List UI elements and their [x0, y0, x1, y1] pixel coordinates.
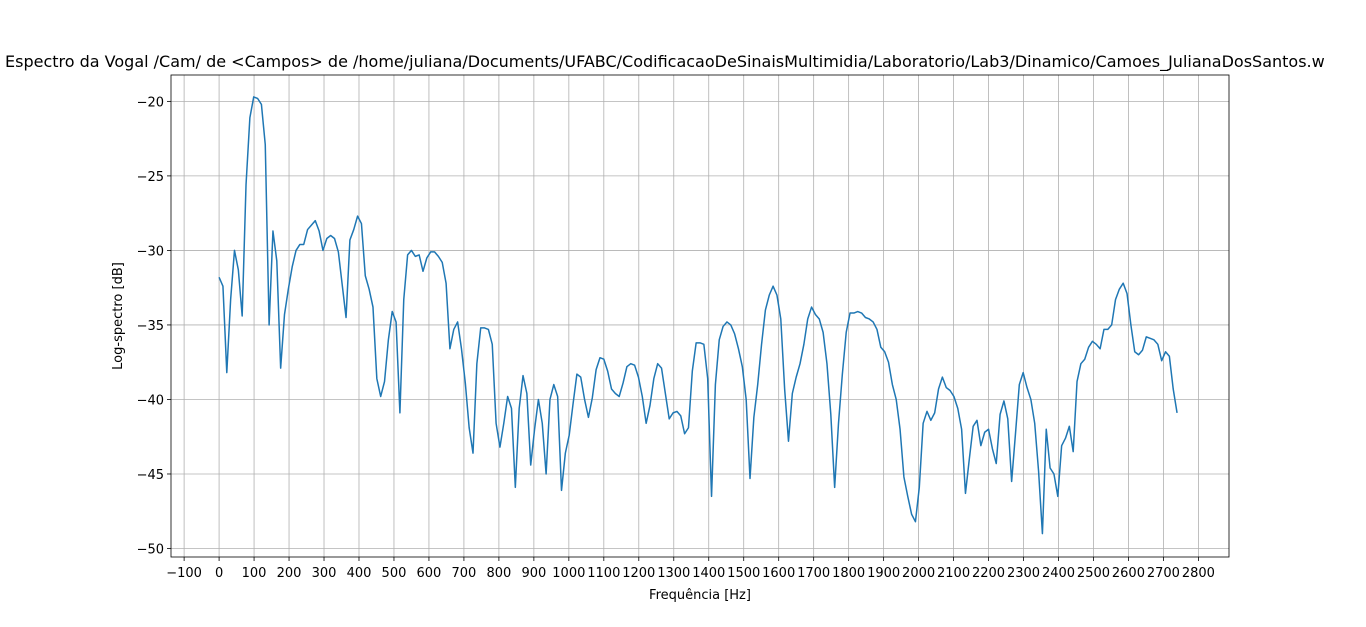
- x-tick-label: 200: [277, 566, 302, 581]
- x-tick-label: 600: [417, 566, 442, 581]
- y-tick-label: −30: [137, 244, 164, 259]
- x-tick-label: 2400: [1042, 566, 1075, 581]
- x-tick-label: 900: [521, 566, 546, 581]
- spectrum-line: [218, 96, 1178, 535]
- x-tick-label: 2700: [1147, 566, 1180, 581]
- x-tick-label: 1300: [657, 566, 690, 581]
- x-tick-label: 1600: [762, 566, 795, 581]
- x-tick-label: 1400: [692, 566, 725, 581]
- x-tick-label: 2800: [1182, 566, 1215, 581]
- x-tick-label: 100: [242, 566, 267, 581]
- plot-frame: [170, 74, 1230, 558]
- x-tick-label: 2600: [1112, 566, 1145, 581]
- y-tick-label: −45: [137, 468, 164, 483]
- x-tick-label: −100: [166, 566, 202, 581]
- x-tick-label: 2000: [902, 566, 935, 581]
- y-tick-label: −50: [137, 543, 164, 558]
- x-tick-label: 700: [452, 566, 477, 581]
- x-tick-label: 1000: [552, 566, 585, 581]
- x-axis-label: Frequência [Hz]: [649, 588, 751, 603]
- y-tick-label: −25: [137, 170, 164, 185]
- x-tick-label: 1200: [622, 566, 655, 581]
- x-tick-label: 800: [486, 566, 511, 581]
- y-tick-label: −40: [137, 393, 164, 408]
- x-tick-label: 2300: [1007, 566, 1040, 581]
- x-tick-label: 300: [312, 566, 337, 581]
- x-tick-label: 1500: [727, 566, 760, 581]
- x-tick-label: 2100: [937, 566, 970, 581]
- y-tick-label: −20: [137, 95, 164, 110]
- x-tick-label: 2200: [972, 566, 1005, 581]
- x-tick-label: 0: [215, 566, 223, 581]
- x-tick-label: 1900: [867, 566, 900, 581]
- x-tick-label: 2500: [1077, 566, 1110, 581]
- x-tick-label: 1800: [832, 566, 865, 581]
- chart-title: Espectro da Vogal /Cam/ de <Campos> de /…: [5, 52, 1325, 72]
- x-tick-label: 500: [382, 566, 407, 581]
- x-tick-label: 400: [347, 566, 372, 581]
- x-tick-label: 1100: [587, 566, 620, 581]
- x-tick-label: 1700: [797, 566, 830, 581]
- y-axis-label: Log-spectro [dB]: [111, 262, 126, 370]
- y-tick-label: −35: [137, 319, 164, 334]
